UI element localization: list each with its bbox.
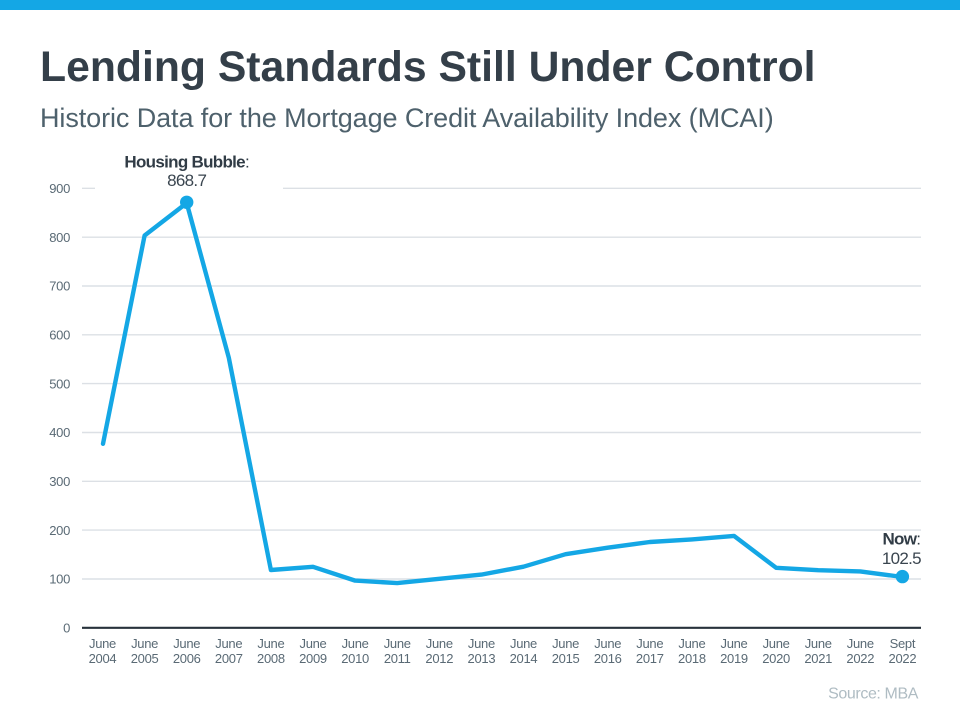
svg-text:500: 500 (49, 376, 70, 391)
svg-text:200: 200 (49, 523, 70, 538)
svg-text:100: 100 (49, 572, 70, 587)
svg-text:102.5: 102.5 (882, 549, 921, 568)
svg-text:300: 300 (49, 474, 70, 489)
svg-text:800: 800 (49, 230, 70, 245)
svg-text:900: 900 (49, 181, 70, 196)
svg-text:700: 700 (49, 279, 70, 294)
svg-text:0: 0 (63, 621, 70, 636)
svg-text:Housing Bubble:: Housing Bubble: (124, 153, 249, 172)
svg-text:Source: MBA: Source: MBA (828, 685, 919, 702)
svg-text:400: 400 (49, 425, 70, 440)
svg-text:868.7: 868.7 (167, 171, 206, 190)
svg-text:Now:: Now: (882, 530, 920, 549)
svg-text:600: 600 (49, 328, 70, 343)
